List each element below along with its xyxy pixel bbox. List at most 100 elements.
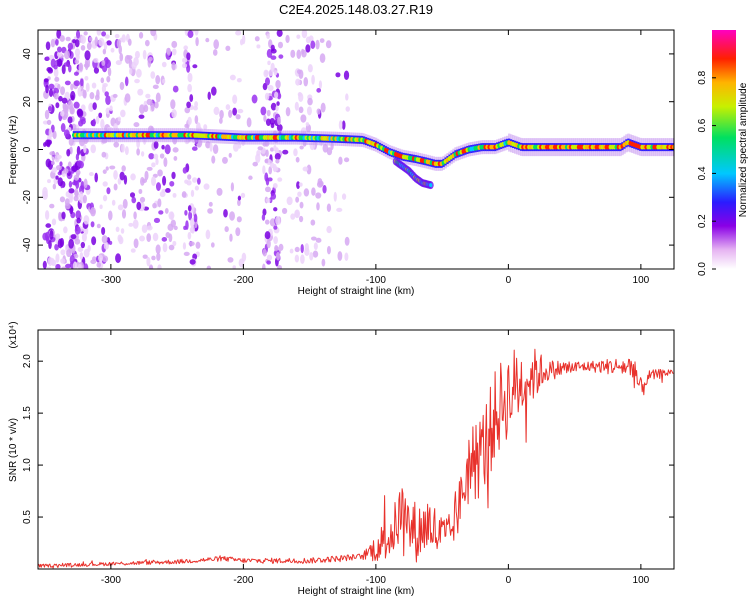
noise-speck — [144, 170, 149, 181]
noise-speck — [117, 234, 123, 242]
noise-speck — [106, 76, 111, 83]
noise-speck — [58, 95, 63, 102]
noise-speck — [136, 148, 140, 156]
noise-speck — [171, 40, 178, 49]
noise-speck — [109, 105, 113, 112]
noise-speck — [344, 252, 349, 262]
noise-speck — [74, 238, 81, 245]
noise-speck — [197, 177, 201, 185]
x-tick-label: -200 — [233, 275, 253, 286]
noise-speck — [45, 84, 49, 94]
noise-speck — [294, 101, 299, 111]
noise-speck — [298, 92, 304, 103]
noise-speck — [80, 118, 86, 125]
noise-speck — [211, 155, 216, 164]
noise-speck — [219, 117, 223, 124]
noise-speck — [223, 208, 228, 218]
noise-speck — [151, 255, 156, 261]
noise-speck — [236, 216, 242, 223]
noise-speck — [53, 67, 59, 78]
noise-speck — [273, 225, 278, 230]
noise-speck — [84, 75, 89, 81]
noise-speck — [335, 72, 341, 78]
noise-speck — [265, 149, 269, 157]
noise-speck — [115, 60, 122, 66]
noise-speck — [182, 242, 187, 250]
noise-speck — [59, 196, 66, 203]
noise-speck — [276, 123, 283, 132]
y-tick-label: 0 — [22, 146, 33, 152]
noise-speck — [132, 219, 139, 229]
noise-speck — [256, 150, 261, 157]
noise-speck — [190, 217, 195, 228]
noise-speck — [146, 166, 153, 171]
noise-speck — [308, 35, 314, 43]
noise-speck — [172, 85, 179, 93]
spectrogram-x-axis-label: Height of straight line (km) — [298, 286, 415, 297]
noise-speck — [319, 53, 326, 64]
noise-speck — [53, 87, 60, 95]
noise-speck — [68, 137, 74, 146]
noise-speck — [59, 237, 65, 248]
noise-speck — [164, 207, 169, 214]
noise-speck — [102, 181, 108, 187]
noise-speck — [101, 227, 106, 236]
noise-speck — [138, 188, 143, 195]
noise-speck — [289, 248, 294, 254]
noise-speck — [93, 57, 99, 63]
noise-speck — [156, 252, 161, 261]
noise-speck — [51, 167, 58, 173]
noise-speck — [270, 62, 275, 73]
noise-speck — [75, 30, 81, 39]
noise-speck — [172, 192, 177, 198]
snr-x-ticks: -300 -200 -100 0 100 — [101, 330, 650, 586]
noise-speck — [325, 40, 332, 49]
noise-speck — [96, 262, 102, 268]
noise-speck — [278, 243, 284, 251]
noise-speck — [59, 35, 65, 42]
noise-speck — [225, 104, 231, 111]
noise-speck — [270, 48, 277, 54]
noise-speck — [225, 45, 231, 52]
noise-speck — [298, 69, 304, 80]
noise-speck — [155, 92, 161, 103]
noise-speck — [70, 83, 74, 91]
noise-speck — [190, 225, 195, 234]
noise-speck — [171, 109, 177, 118]
noise-speck — [155, 244, 161, 254]
noise-speck — [256, 44, 261, 49]
noise-speck — [73, 195, 79, 202]
noise-speck — [161, 144, 165, 150]
noise-speck — [133, 122, 140, 128]
noise-speck — [277, 177, 283, 182]
noise-speck — [89, 209, 96, 215]
x-tick-label: -100 — [366, 275, 386, 286]
noise-speck — [321, 258, 326, 267]
noise-speck — [90, 221, 95, 228]
colorbar-tick-label: 0.4 — [697, 166, 708, 180]
noise-speck — [184, 106, 191, 114]
noise-speck — [313, 242, 318, 251]
noise-speck — [55, 38, 59, 46]
spectrogram-ridge — [71, 128, 674, 190]
noise-speck — [169, 180, 175, 187]
noise-speck — [124, 76, 129, 87]
noise-speck — [57, 46, 62, 53]
noise-speck — [264, 70, 269, 76]
noise-speck — [52, 183, 57, 190]
noise-speck — [297, 191, 302, 197]
noise-speck — [344, 236, 350, 246]
noise-speck — [43, 78, 49, 83]
noise-speck — [77, 109, 84, 118]
noise-speck — [44, 109, 50, 120]
y-tick-label: 1.5 — [22, 406, 33, 420]
noise-speck — [277, 116, 282, 126]
noise-speck — [113, 170, 118, 180]
noise-speck — [273, 70, 278, 76]
y-tick-label: 20 — [22, 96, 33, 108]
snr-panel: -300 -200 -100 0 100 0.5 1.0 1.5 2.0 Height of … — [8, 321, 675, 597]
noise-speck — [301, 30, 308, 39]
noise-speck — [78, 62, 84, 72]
noise-speck — [262, 263, 266, 269]
noise-speck — [343, 70, 350, 81]
